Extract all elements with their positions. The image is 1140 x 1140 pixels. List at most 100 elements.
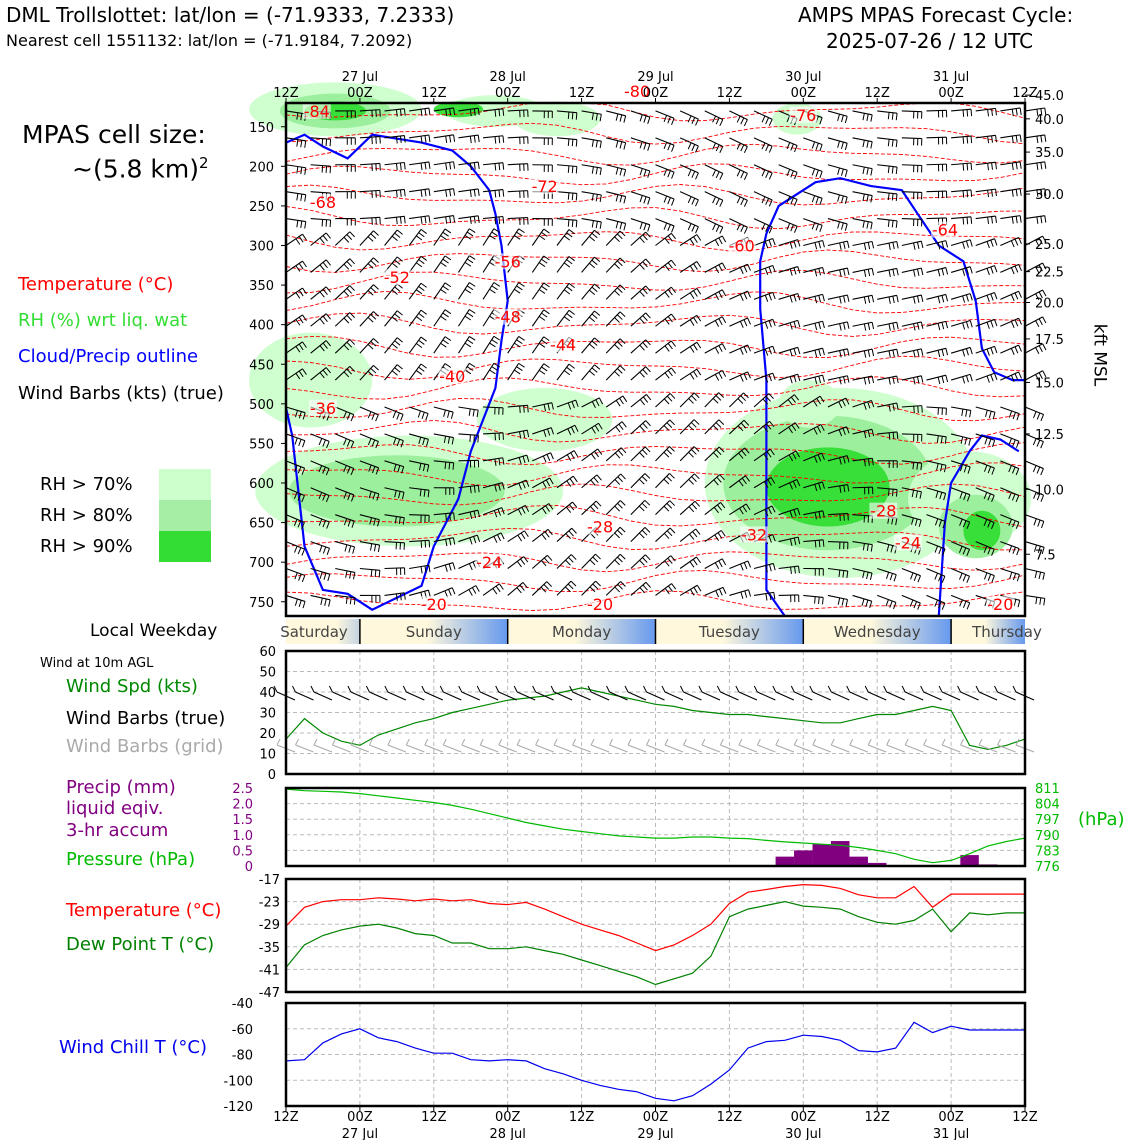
wind-barb-flag (618, 423, 624, 430)
wind-barb-flag (571, 401, 575, 409)
wind-barb-staff (334, 365, 351, 381)
wind-barb-flag (497, 508, 501, 516)
wind-barb-flag (298, 411, 302, 419)
wind-barb-flag (990, 522, 995, 530)
wind-barb-flag (822, 597, 824, 605)
wind-barb-flag (994, 292, 998, 300)
wind-barb-flag (814, 323, 818, 331)
wind-barb-flag (391, 235, 398, 242)
wind-barb-flag (1035, 239, 1040, 247)
wind-barb-flag (916, 376, 920, 384)
wind-barb-flag (1034, 544, 1037, 552)
wind-barb-staff (433, 433, 454, 439)
wind-barb-flag (863, 323, 867, 331)
wind-barb-staff (704, 419, 720, 435)
wind-barb-flag (598, 423, 603, 430)
wind-barb-flag (969, 410, 972, 418)
wind-barb-staff (605, 395, 624, 408)
wind-barb-flag (716, 476, 722, 483)
wind-barb-flag (1038, 291, 1043, 299)
wind-barb-flag (326, 441, 330, 449)
wind-barb-flag (295, 238, 301, 245)
wind-barb-flag (548, 503, 554, 510)
wind-barb-flag (522, 430, 526, 438)
wind-barb-staff (630, 285, 647, 300)
wind-barb-flag (940, 464, 943, 472)
wind-barb-staff (482, 255, 495, 273)
precip-y-tick-label: 2.5 (232, 782, 253, 797)
wind-barb-flag (373, 257, 379, 263)
wind-barb-flag (1011, 216, 1014, 224)
wind-barb-flag (763, 481, 769, 488)
wind-barb-flag (743, 265, 748, 273)
wind-barb-flag (1008, 438, 1012, 446)
wind-barb-flag (822, 348, 825, 356)
wind-barb-flag (986, 295, 990, 302)
wind-barb-flag (442, 312, 449, 318)
wind-barb-flag (663, 115, 668, 123)
wind-barb-flag (718, 560, 723, 568)
wind-barb-flag (966, 576, 971, 583)
wind-barb-flag (994, 319, 998, 327)
wind-barb-flag (599, 114, 602, 122)
wind-barb-flag (886, 544, 890, 552)
wind-barb-flag (761, 196, 766, 204)
wind-barb-flag (396, 412, 400, 420)
wind-barb-flag (1019, 134, 1022, 142)
wind-barb-flag (352, 572, 356, 580)
wind-barb-flag (599, 221, 602, 229)
wind-barb-flag (790, 224, 794, 232)
wind-barb-flag (573, 450, 579, 457)
wind-barb-staff (556, 554, 572, 569)
wind-barb-flag (813, 428, 818, 435)
wind-barb-flag (571, 193, 574, 201)
wind-barb-flag (369, 517, 373, 525)
wind-barb-flag (747, 264, 751, 271)
wind-barb-flag (745, 503, 751, 511)
wind-barb-flag (346, 368, 353, 375)
wind-barb-staff (482, 482, 503, 489)
wind-barb-flag (319, 372, 325, 379)
wind-barb-flag (1044, 134, 1047, 142)
wind-barb-staff (458, 215, 479, 220)
temperature-contour-label: -28 (587, 518, 613, 537)
wind-barb-flag (670, 367, 677, 374)
wind-barb-flag (847, 484, 850, 492)
wind-barb-staff (1000, 263, 1019, 273)
wind-barb-staff (901, 240, 922, 247)
wind-barb-flag (302, 233, 307, 241)
wind-barb-flag (696, 234, 702, 241)
wind-barb-staff (507, 163, 528, 166)
temp-label-bg-16 (475, 554, 504, 571)
wind-barb-flag (566, 259, 573, 265)
wind-barb-flag (768, 320, 772, 328)
wind-barb-flag (866, 167, 869, 175)
wind-barb-staff (753, 448, 771, 462)
wind-barb-staff (778, 373, 798, 381)
wind-barb-staff (852, 594, 872, 602)
wind-barb-staff (827, 240, 848, 247)
wind-barb-flag (448, 589, 452, 596)
wind-barb-flag (619, 284, 626, 291)
wind-barb-flag (325, 468, 330, 476)
wind-barb-flag (595, 553, 601, 560)
wind-barb-staff (901, 567, 921, 577)
wind-barb-flag (367, 263, 374, 269)
wind-barb-flag (614, 263, 620, 269)
wind-barb-staff (877, 541, 897, 548)
wind-barb-flag (970, 136, 973, 144)
wind-barb-flag (594, 451, 600, 458)
wind-barb-flag (671, 225, 675, 233)
wind-barb-flag (375, 414, 379, 422)
wind-barb-flag (718, 588, 723, 596)
wind-barb-staff (655, 164, 675, 173)
surface-barb-grid (664, 744, 684, 753)
wind-barb-flag (594, 337, 601, 343)
wind-barb-flag (991, 216, 993, 224)
wind-barb-staff (877, 402, 897, 408)
wind-barb-flag (319, 237, 325, 244)
wind-barb-staff (950, 594, 970, 604)
wind-barb-flag (477, 188, 480, 196)
wind-barb-flag (371, 439, 376, 447)
surface-barb-true (387, 691, 407, 701)
